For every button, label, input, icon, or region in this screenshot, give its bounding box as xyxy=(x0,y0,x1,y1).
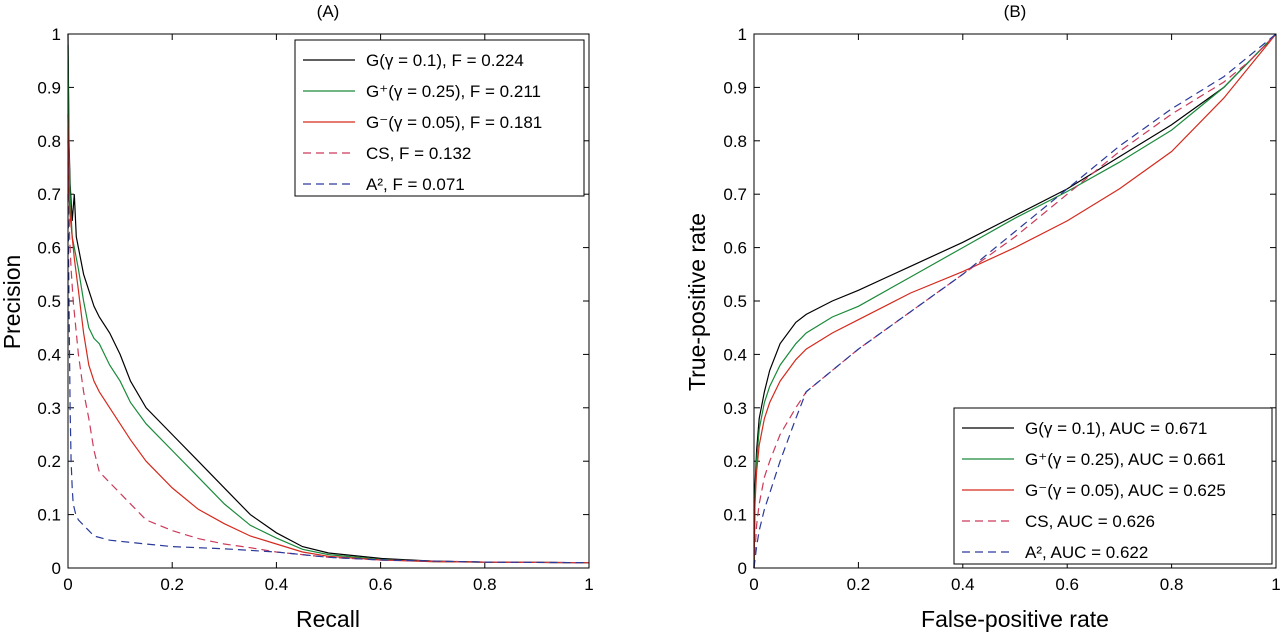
panel-a-series-line-3 xyxy=(67,140,590,564)
panel-b-ticks: 0 0.2 0.4 0.6 0.8 1 0 0.1 0.2 0.3 0.4 0.5 0.6 0.7 0.8 0… xyxy=(723,25,1280,594)
panel-a-y-tick-label: 0.5 xyxy=(37,292,61,311)
panel-b-y-tick-label: 0.5 xyxy=(723,292,747,311)
panel-b-x-tick-label: 0.2 xyxy=(847,575,871,594)
panel-b-x-axis-label: False-positive rate xyxy=(921,606,1109,632)
panel-b-legend-label-3: CS, AUC = 0.626 xyxy=(1025,512,1155,531)
panel-a-series xyxy=(67,33,590,564)
panel-a-y-tick-label: 0.9 xyxy=(37,78,61,97)
panel-a-legend-label-1: G⁺(γ = 0.25), F = 0.211 xyxy=(366,82,541,101)
panel-b-legend-label-4: A², AUC = 0.622 xyxy=(1025,543,1148,562)
panel-b-y-axis-label: True-positive rate xyxy=(684,213,710,391)
panel-b-series-line-1 xyxy=(753,33,1277,569)
panel-a-y-tick-label: 1 xyxy=(52,25,61,44)
panel-b-legend-items: G(γ = 0.1), AUC = 0.671 G⁺(γ = 0.25), AUC… xyxy=(962,419,1226,562)
panel-b-y-tick-label: 0 xyxy=(738,559,747,578)
panel-a-legend-box xyxy=(294,39,585,197)
panel-b-x-tick-label: 0.8 xyxy=(1160,575,1184,594)
panel-a-y-tick-label: 0.4 xyxy=(37,345,61,364)
panel-b-series-line-0 xyxy=(753,33,1277,569)
panel-b-y-tick-label: 0.9 xyxy=(723,78,747,97)
panel-b-x-tick-label: 1 xyxy=(1271,575,1280,594)
panel-b-series-line-2 xyxy=(753,33,1277,569)
panel-b-series-line-4 xyxy=(753,33,1277,569)
panel-b-y-tick-label: 0.4 xyxy=(723,345,747,364)
panel-a-y-tick-label: 0.1 xyxy=(37,506,61,525)
panel-b-legend-box xyxy=(953,407,1273,565)
panel-a-legend: G(γ = 0.1), F = 0.224 G⁺(γ = 0.25), F = 0… xyxy=(294,39,585,197)
panel-b-y-tick-label: 0.2 xyxy=(723,452,747,471)
panel-a-legend-label-3: CS, F = 0.132 xyxy=(366,144,471,163)
panel-a-plot-frame xyxy=(67,33,590,569)
panel-a-x-tick-label: 0.6 xyxy=(369,575,393,594)
panel-b-legend-label-2: G⁻(γ = 0.05), AUC = 0.625 xyxy=(1025,481,1226,500)
panel-a-precision-recall: (A) Recall Precision 0 0.2 0.4 0.6 0.8 100.10… xyxy=(0,2,594,632)
panel-a-series-line-4 xyxy=(67,194,590,564)
panel-b-roc: (B) False-positive rate True-positive ra… xyxy=(684,2,1280,632)
panel-a-y-tick-label: 0.2 xyxy=(37,452,61,471)
panel-a-x-tick-label: 0 xyxy=(63,575,72,594)
panel-a-legend-label-0: G(γ = 0.1), F = 0.224 xyxy=(366,51,524,70)
panel-a-ticks: 0 0.2 0.4 0.6 0.8 1 0 0.1 0.2 0.3 0.4 0.5 0.6 0.7 0.8 0… xyxy=(37,25,593,594)
panel-a-x-tick-label: 0.8 xyxy=(473,575,497,594)
panel-a-y-axis-label: Precision xyxy=(0,255,25,350)
panel-b-x-tick-label: 0.4 xyxy=(951,575,975,594)
panel-a-title: (A) xyxy=(317,2,340,21)
panel-a-legend-label-2: G⁻(γ = 0.05), F = 0.181 xyxy=(366,113,542,132)
panel-b-y-tick-label: 1 xyxy=(738,25,747,44)
panel-a-series-line-0 xyxy=(67,33,590,564)
panel-b-legend-label-0: G(γ = 0.1), AUC = 0.671 xyxy=(1025,419,1207,438)
panel-b-series xyxy=(753,33,1277,569)
panel-a-y-tick-label: 0.6 xyxy=(37,239,61,258)
panel-b-plot-frame xyxy=(753,33,1277,569)
panel-b-title: (B) xyxy=(1004,2,1027,21)
panel-b-y-tick-label: 0.8 xyxy=(723,132,747,151)
panel-a-legend-label-4: A², F = 0.071 xyxy=(366,175,465,194)
panel-a-y-tick-label: 0 xyxy=(52,559,61,578)
panel-a-x-tick-label: 0.2 xyxy=(160,575,184,594)
panel-a-y-tick-label: 0.3 xyxy=(37,399,61,418)
panel-b-x-tick-label: 0 xyxy=(749,575,758,594)
panel-b-x-tick-label: 0.6 xyxy=(1055,575,1079,594)
panel-a-y-tick-label: 0.7 xyxy=(37,185,61,204)
panel-a-y-tick-label: 0.8 xyxy=(37,132,61,151)
panel-a-x-tick-label: 1 xyxy=(584,575,593,594)
panel-a-legend-items: G(γ = 0.1), F = 0.224 G⁺(γ = 0.25), F = 0… xyxy=(303,51,542,194)
panel-a-series-line-2 xyxy=(67,114,590,564)
panel-b-legend: G(γ = 0.1), AUC = 0.671 G⁺(γ = 0.25), AUC… xyxy=(953,407,1273,565)
panel-b-y-tick-label: 0.6 xyxy=(723,239,747,258)
panel-b-legend-label-1: G⁺(γ = 0.25), AUC = 0.661 xyxy=(1025,450,1226,469)
panel-b-y-tick-label: 0.7 xyxy=(723,185,747,204)
panel-b-y-tick-label: 0.3 xyxy=(723,399,747,418)
panel-a-x-axis-label: Recall xyxy=(296,606,360,632)
panel-a-series-line-1 xyxy=(67,44,590,564)
panel-a-x-tick-label: 0.4 xyxy=(265,575,289,594)
panel-b-y-tick-label: 0.1 xyxy=(723,506,747,525)
